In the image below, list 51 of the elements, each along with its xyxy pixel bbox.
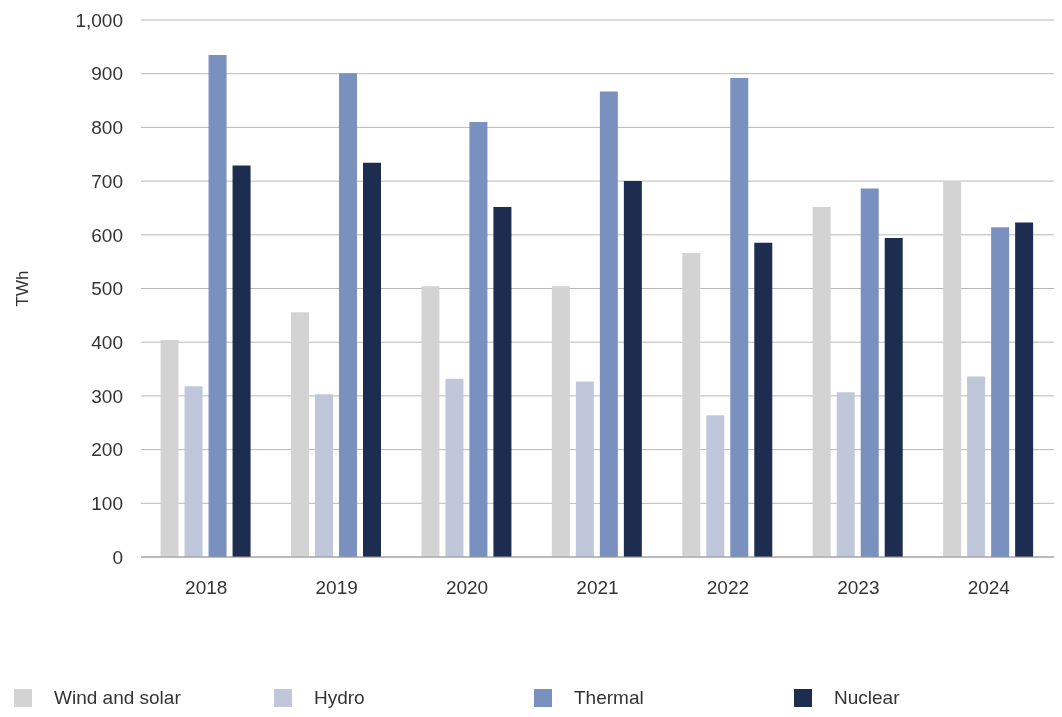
y-tick-label: 100 [91, 493, 123, 515]
bar [160, 340, 179, 557]
bar [967, 376, 986, 557]
y-tick-label: 200 [91, 439, 123, 461]
y-tick-label: 400 [91, 331, 123, 353]
bar [184, 386, 203, 557]
x-tick-label: 2024 [967, 577, 1011, 599]
bar [362, 162, 381, 557]
bar [232, 165, 251, 557]
bar [208, 54, 227, 557]
bar [812, 206, 831, 557]
y-tick-label: 300 [91, 385, 123, 407]
bar [314, 394, 333, 557]
bar [623, 181, 642, 557]
y-tick-label: 700 [91, 170, 123, 192]
legend-label: Hydro [314, 687, 365, 709]
bar [599, 91, 618, 557]
y-tick-label: 500 [91, 278, 123, 300]
bar [943, 181, 962, 557]
bar [884, 238, 903, 557]
bar [445, 378, 464, 557]
bar [682, 253, 701, 557]
x-tick-label: 2022 [706, 577, 750, 599]
bar [551, 286, 570, 557]
x-tick-label: 2020 [445, 577, 489, 599]
legend-label: Wind and solar [54, 687, 181, 709]
y-tick-label: 1,000 [75, 9, 123, 31]
x-tick-label: 2021 [576, 577, 619, 599]
legend-label: Thermal [574, 687, 644, 709]
y-tick-label: 800 [91, 117, 123, 139]
bar [991, 227, 1010, 557]
bar [469, 122, 488, 557]
bar [575, 381, 594, 557]
bar [1015, 222, 1034, 557]
x-tick-label: 2019 [315, 577, 358, 599]
bar [421, 286, 440, 557]
y-tick-label: 600 [91, 224, 123, 246]
x-tick-label: 2018 [185, 577, 228, 599]
bar [754, 242, 773, 557]
bar [836, 392, 855, 557]
legend-label: Nuclear [834, 687, 900, 709]
y-axis-title: TWh [13, 270, 33, 307]
bar [706, 415, 725, 557]
bar [338, 73, 357, 557]
bar [493, 206, 512, 557]
bar [860, 188, 879, 557]
x-tick-label: 2023 [837, 577, 880, 599]
y-tick-label: 0 [112, 546, 123, 568]
bar [290, 312, 309, 557]
bar [730, 78, 749, 557]
y-tick-label: 900 [91, 63, 123, 85]
